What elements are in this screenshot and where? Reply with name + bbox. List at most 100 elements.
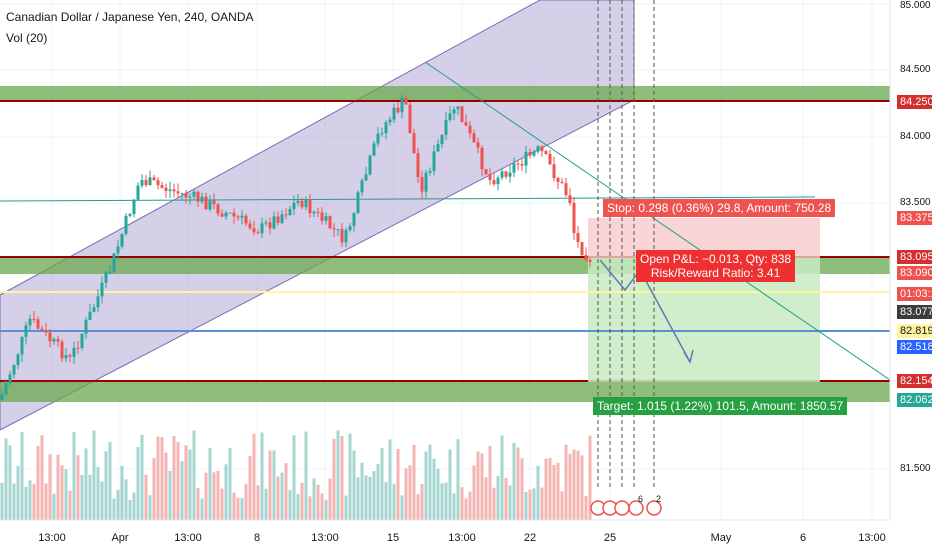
volume-bar [320, 493, 324, 520]
volume-bar [104, 451, 108, 520]
volume-bar [536, 465, 540, 520]
time-tick: 8 [253, 532, 261, 544]
volume-bar [80, 474, 84, 520]
candle-body [244, 215, 248, 224]
candle-body [572, 202, 576, 234]
volume-bar [8, 445, 12, 520]
time-tick: 25 [603, 532, 617, 544]
volume-bar [408, 465, 412, 520]
volume-bar [572, 449, 576, 520]
volume-bar [540, 487, 544, 520]
volume-bar [200, 498, 204, 520]
volume-bar [524, 491, 528, 520]
candle-body [172, 189, 176, 192]
volume-bar [268, 450, 272, 520]
candle-body [584, 255, 588, 260]
candle-body [404, 98, 408, 105]
volume-bar [384, 482, 388, 520]
time-tick: 6 [799, 532, 807, 544]
price-tag-support: 83.095 [897, 250, 932, 264]
stop-label[interactable]: Stop: 0.298 (0.36%) 29.8, Amount: 750.28 [603, 199, 836, 217]
volume-bar [388, 439, 392, 520]
volume-bar [36, 445, 40, 520]
volume-bar [308, 496, 312, 520]
volume-bar [332, 438, 336, 520]
marker-count: 6 [638, 494, 644, 504]
lower-zone[interactable] [0, 380, 890, 402]
candle-body [188, 196, 192, 198]
volume-bar [148, 495, 152, 520]
candle-body [460, 106, 464, 123]
volume-bar [304, 431, 308, 520]
price-tag-blue: 82.518 [897, 340, 932, 354]
target-label[interactable]: Target: 1.015 (1.22%) 101.5, Amount: 185… [593, 397, 848, 415]
price-tick: 83.500 [900, 197, 931, 208]
candle-body [552, 164, 556, 179]
candle-body [328, 216, 332, 229]
volume-bar [208, 448, 212, 520]
volume-bar [364, 475, 368, 520]
marker-count: 2 [656, 494, 662, 504]
candle-body [88, 311, 92, 321]
candle-body [212, 200, 216, 205]
candle-body [356, 192, 360, 214]
volume-bar [476, 451, 480, 520]
volume-bar [280, 472, 284, 520]
volume-bar [580, 455, 584, 520]
volume-indicator-label[interactable]: Vol (20) [6, 31, 48, 45]
volume-bar [112, 498, 116, 520]
volume-bar [16, 465, 20, 520]
candle-body [544, 151, 548, 154]
candle-body [324, 216, 328, 221]
volume-bar [20, 432, 24, 520]
volume-bar [480, 453, 484, 520]
candle-body [340, 229, 344, 243]
candle-body [524, 152, 528, 166]
volume-bar [528, 489, 532, 520]
candle-body [128, 214, 132, 216]
candle-body [116, 246, 120, 254]
time-tick: 22 [523, 532, 537, 544]
resistance-zone[interactable] [0, 86, 890, 102]
price-tag-entry: 83.077 [897, 305, 932, 319]
candle-body [260, 223, 264, 234]
volume-bar [72, 432, 76, 520]
candle-body [132, 199, 136, 215]
candle-body [284, 214, 288, 216]
candle-body [520, 164, 524, 166]
volume-bar [316, 484, 320, 520]
volume-bar [492, 487, 496, 520]
candle-body [316, 211, 320, 213]
candle-body [492, 180, 496, 185]
volume-bar [92, 430, 96, 520]
volume-bar [120, 465, 124, 520]
volume-bar [348, 433, 352, 520]
projection-arrows[interactable] [599, 259, 694, 364]
candle-body [288, 209, 292, 216]
volume-bar [96, 467, 100, 520]
candle-body [468, 125, 472, 134]
volume-bar [4, 438, 8, 520]
ascending-channel[interactable] [0, 0, 635, 431]
volume-bar [84, 448, 88, 520]
pnl-label[interactable]: Open P&L: −0.013, Qty: 838 Risk/Reward R… [636, 250, 796, 282]
volume-bar [192, 430, 196, 520]
descending-trendline[interactable] [424, 61, 891, 381]
price-tick: 81.500 [900, 463, 931, 474]
teal-level-line[interactable] [0, 196, 816, 202]
event-markers[interactable] [590, 500, 662, 516]
volume-bar [168, 470, 172, 520]
candle-body [436, 144, 440, 152]
candle-body [8, 374, 12, 384]
volume-bar [272, 450, 276, 520]
volume-bar [416, 494, 420, 520]
volume-bar [284, 463, 288, 520]
volume-bar [240, 497, 244, 520]
volume-bar [564, 444, 568, 520]
volume-bar [60, 465, 64, 520]
candle-body [16, 354, 20, 365]
candle-body [192, 191, 196, 197]
volume-bar [532, 488, 536, 520]
time-tick: 13:00 [38, 532, 66, 544]
volume-bar [68, 490, 72, 520]
